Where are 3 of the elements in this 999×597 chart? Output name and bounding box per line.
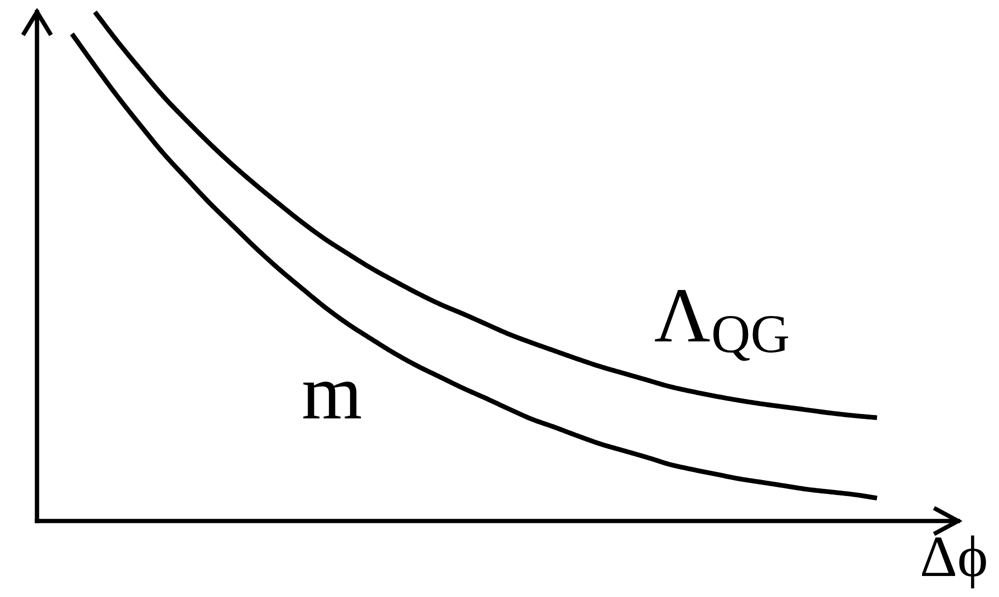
series-label: m (303, 382, 361, 418)
x-axis-title: Δϕ (922, 536, 986, 588)
series-label: Λ$_{QG}$ (654, 290, 788, 361)
